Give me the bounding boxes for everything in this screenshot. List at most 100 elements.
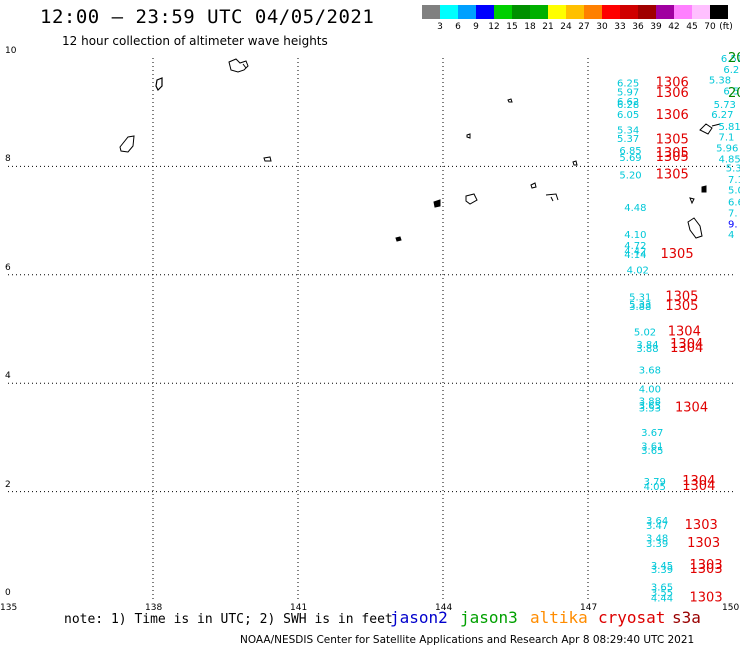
time-label: 2040 [728,51,740,66]
time-label: 1305 [656,132,689,147]
wave-height-label: 6.62 [617,97,639,108]
track-labels: 6.5120406.255.386.2513065.9713066.59206.… [617,51,740,605]
wave-height-label: 5.96 [716,143,738,154]
island-outline [687,217,703,239]
wave-height-label: 6.85 [619,146,641,157]
wave-height-label: 3.61 [641,442,663,453]
lat-tick-label: 8 [5,154,11,165]
island-outline [465,193,478,205]
time-label: 1305 [656,168,689,183]
island-outline [699,123,721,135]
wave-height-label: 5.34 [617,126,639,137]
island-outline [119,135,135,153]
time-label: 1306 [656,86,689,101]
wave-height-label: 6.6 [728,198,740,209]
color-unit-label: (ft) [719,22,733,32]
island-outline [689,197,695,205]
color-swatch [692,5,710,19]
color-swatch [440,5,458,19]
island-outline [433,199,441,208]
island-outline [530,182,537,189]
lon-tick-label: 150 [722,603,740,613]
wave-height-label: 5.36 [726,163,740,174]
time-label: 1306 [656,75,689,90]
lat-tick-label: 6 [5,262,11,273]
wave-height-label: 5.31 [629,292,651,303]
wave-height-label: 3.79 [644,477,666,488]
color-swatch [494,5,512,19]
time-label: 1305 [656,146,689,161]
time-label: 1304 [675,401,708,416]
wave-height-label: 3.88 [639,397,661,408]
land-outlines [119,58,721,242]
satellite-legend-altika: altika [530,608,588,627]
color-tick-label: 42 [668,22,680,32]
lon-tick-label: 135 [0,603,18,613]
wave-height-label: 3.65 [651,582,673,593]
color-tick-label: 39 [650,22,662,32]
wave-height-label: 3.39 [651,565,673,576]
time-label: 1304 [670,341,703,356]
lon-tick-label: 144 [435,603,453,613]
color-swatch [548,5,566,19]
lon-tick-label: 138 [145,603,163,613]
color-tick-label: 33 [614,22,626,32]
lon-tick-label: 141 [290,603,308,613]
color-swatch [476,5,494,19]
time-label: 20 [728,86,740,101]
color-tick-label: 6 [455,22,461,32]
wave-height-label: 3.47 [646,521,668,532]
satellite-legend-s3a: s3a [672,608,701,627]
wave-height-label: 5.02 [634,328,656,339]
time-label: 1303 [690,562,723,577]
wave-height-label: 5.37 [617,134,639,145]
island-outline [507,98,513,103]
wave-height-label: 3.53 [639,404,661,415]
color-swatch [638,5,656,19]
map-grid [8,58,733,600]
color-swatch [674,5,692,19]
color-tick-label: 3 [437,22,443,32]
wave-height-label: 3.67 [641,428,663,439]
island-outline [572,160,578,166]
satellite-legend-jason3: jason3 [460,608,518,627]
color-swatch [566,5,584,19]
color-tick-label: 70 [704,22,716,32]
wave-height-label: 7.12 [728,175,740,186]
island-outline [395,236,402,242]
satellite-legend-cryosat: cryosat [598,608,666,627]
wave-height-label: 4.42 [624,246,646,257]
wave-height-label: 3.88 [629,302,651,313]
color-swatch [422,5,440,19]
color-tick-label: 30 [596,22,608,32]
time-label: 1303 [685,518,718,533]
time-label: 1304 [682,474,715,489]
color-tick-label: 15 [506,22,518,32]
wave-height-label: 3.64 [646,516,668,527]
wave-height-label: 6.05 [617,110,639,121]
wave-height-label: 5.73 [714,100,736,111]
wave-height-label: 6.27 [711,110,733,121]
color-swatch [458,5,476,19]
color-swatch [512,5,530,19]
color-tick-label: 9 [473,22,479,32]
time-label: 1305 [661,247,694,262]
lat-tick-label: 10 [5,46,17,56]
time-label: 1303 [690,590,723,605]
wave-height-label: 6.28 [617,100,639,111]
time-label: 1306 [656,108,689,123]
wave-height-label: 6.51 [721,54,740,65]
wave-height-label: 4.72 [624,241,646,252]
time-label: 1305 [665,299,698,314]
wave-height-label: 9. [728,219,738,230]
island-outline [155,77,163,92]
note-text: note: 1) Time is in UTC; 2) SWH is in fe… [64,612,393,627]
wave-height-label: 4.85 [719,154,740,165]
wave-height-label: 3.45 [651,561,673,572]
wave-height-label: 5.20 [619,171,641,182]
island-outline [228,58,249,73]
time-label: 1305 [665,289,698,304]
time-label: 1304 [670,337,703,352]
island-outline [263,156,272,162]
wave-height-label: 3.39 [646,539,668,550]
